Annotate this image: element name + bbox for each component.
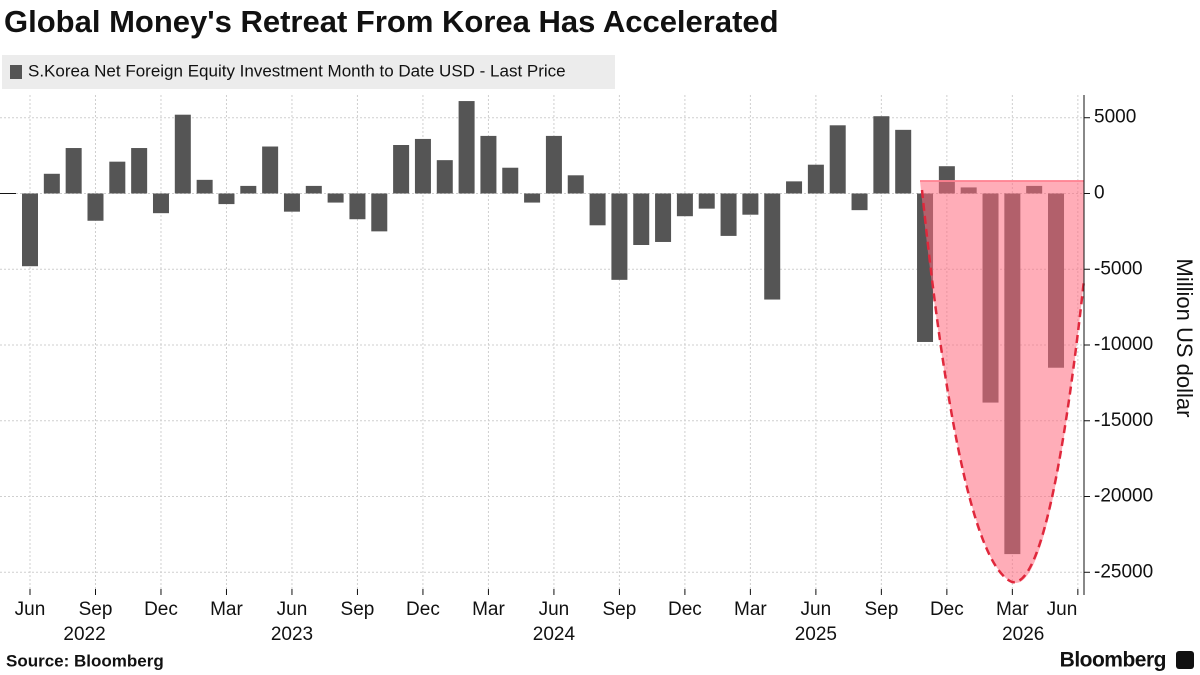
- x-tick-label: Jun: [15, 599, 46, 620]
- x-tick-label: Mar: [210, 599, 243, 620]
- bar: [458, 101, 475, 194]
- y-tick-label: -25000: [1094, 561, 1153, 582]
- x-tick-label: Sep: [603, 599, 637, 620]
- bar: [65, 148, 82, 194]
- x-tick-label: Jun: [277, 599, 308, 620]
- bar: [262, 146, 279, 194]
- bar: [786, 181, 803, 194]
- bar: [502, 167, 519, 194]
- bar: [414, 138, 431, 194]
- bar: [305, 185, 322, 194]
- bar: [393, 145, 410, 194]
- bar: [436, 160, 453, 194]
- x-year-label: 2022: [63, 624, 105, 645]
- bar: [22, 193, 38, 267]
- bar: [152, 193, 169, 214]
- x-tick-label: Sep: [341, 599, 375, 620]
- bar: [196, 179, 213, 194]
- bar: [371, 193, 388, 232]
- bar: [698, 193, 715, 209]
- bar: [218, 193, 235, 205]
- bar: [589, 193, 606, 226]
- x-tick-label: Mar: [996, 599, 1029, 620]
- bar: [240, 185, 257, 194]
- bar: [742, 193, 759, 215]
- bar: [43, 173, 60, 194]
- legend-box: [2, 55, 615, 89]
- bar: [480, 135, 497, 194]
- bar: [567, 175, 584, 194]
- bar: [655, 193, 672, 242]
- bar: [764, 193, 781, 300]
- bar: [349, 193, 366, 220]
- x-year-label: 2023: [271, 624, 313, 645]
- x-tick-label: Dec: [406, 599, 440, 620]
- y-tick-label: 5000: [1094, 107, 1136, 128]
- annotation: [920, 180, 1086, 584]
- bar: [327, 193, 344, 203]
- bar: [131, 148, 148, 194]
- bar: [283, 193, 300, 212]
- x-year-label: 2025: [795, 624, 837, 645]
- bar: [676, 193, 693, 217]
- x-year-label: 2026: [1002, 624, 1044, 645]
- bar: [611, 193, 628, 280]
- bar: [545, 135, 562, 194]
- x-tick-label: Jun: [801, 599, 832, 620]
- x-tick-label: Dec: [930, 599, 964, 620]
- highlight-area: [920, 181, 1084, 583]
- legend-label: S.Korea Net Foreign Equity Investment Mo…: [28, 61, 566, 80]
- source: Source: Bloomberg: [6, 651, 164, 670]
- bar: [895, 129, 912, 194]
- x-year-label: 2024: [533, 624, 576, 645]
- brand: Bloomberg: [1060, 649, 1166, 672]
- x-tick-label: Dec: [144, 599, 178, 620]
- highlight-outline: [920, 189, 1086, 584]
- bar: [633, 193, 650, 245]
- y-tick-label: -5000: [1094, 258, 1143, 279]
- chart-title: Global Money's Retreat From Korea Has Ac…: [4, 4, 779, 39]
- y-axis-label: Million US dollar: [1172, 259, 1197, 418]
- bar: [109, 161, 126, 194]
- x-tick-label: Sep: [864, 599, 898, 620]
- brand-icon: [1176, 651, 1194, 669]
- x-tick-label: Mar: [472, 599, 505, 620]
- bar: [174, 114, 191, 194]
- y-tick-label: 0: [1094, 183, 1105, 204]
- x-tick-label: Mar: [734, 599, 767, 620]
- y-tick-label: -20000: [1094, 486, 1153, 507]
- bar: [829, 125, 846, 194]
- x-tick-label: Jun: [539, 599, 570, 620]
- bar: [87, 193, 104, 221]
- x-tick-label: Sep: [79, 599, 113, 620]
- legend-swatch: [10, 65, 22, 79]
- bar: [807, 164, 824, 194]
- x-tick-label: Dec: [668, 599, 702, 620]
- bar: [524, 193, 541, 203]
- bar: [851, 193, 868, 211]
- x-tick-label: Jun: [1047, 599, 1078, 620]
- y-tick-label: -10000: [1094, 334, 1153, 355]
- y-tick-label: -15000: [1094, 410, 1153, 431]
- bar: [720, 193, 737, 236]
- bar: [873, 116, 890, 194]
